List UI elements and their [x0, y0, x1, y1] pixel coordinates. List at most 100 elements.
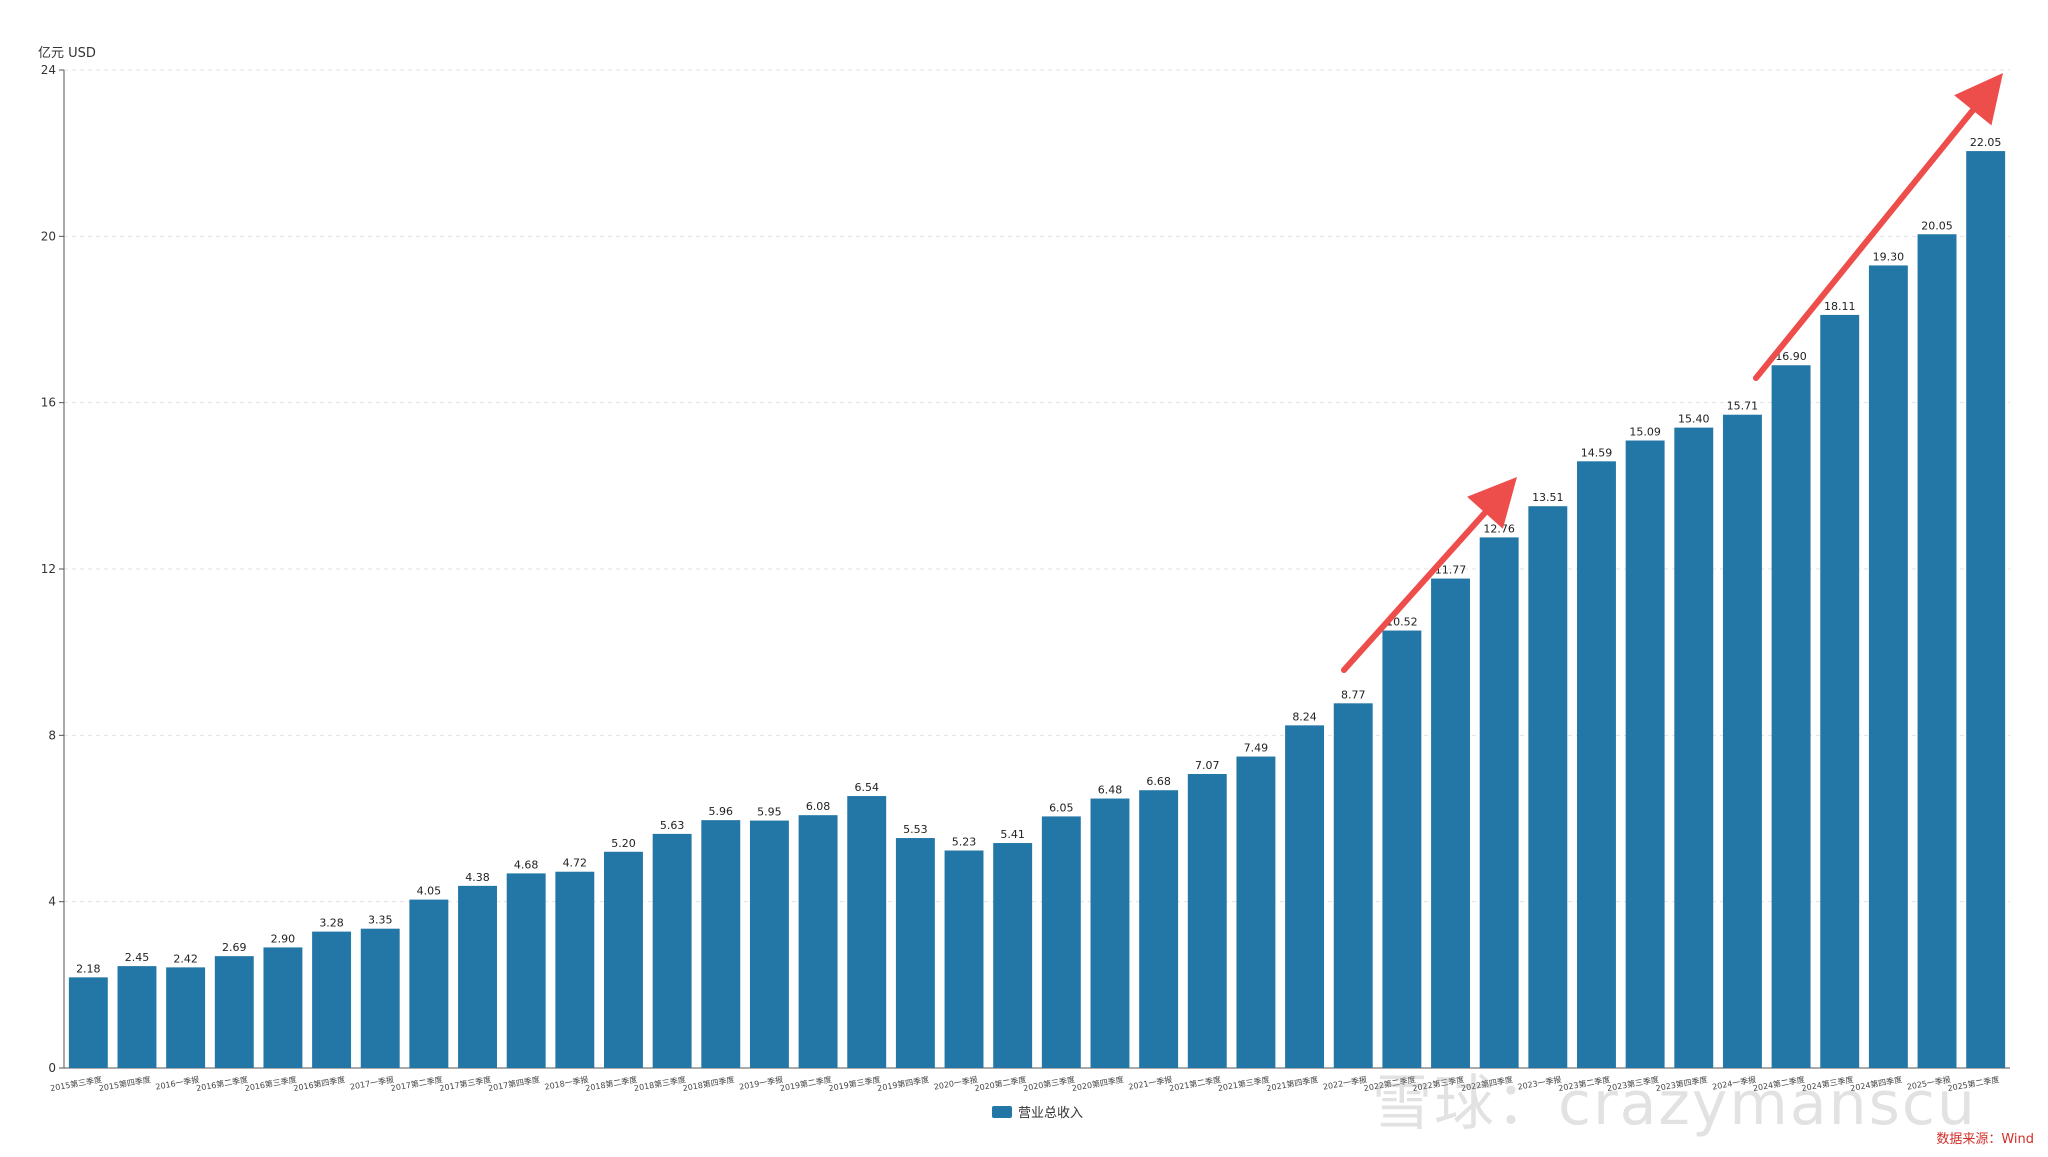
bar[interactable]	[1041, 816, 1081, 1068]
legend-label: 营业总收入	[1018, 1106, 1084, 1121]
trend-arrows	[1341, 73, 2003, 673]
bar-value-label: 5.96	[709, 805, 734, 818]
bar[interactable]	[1236, 756, 1276, 1068]
bar-value-label: 6.54	[854, 781, 879, 794]
bar-value-label: 15.09	[1629, 426, 1661, 439]
bar-value-label: 4.05	[417, 885, 442, 898]
y-axis-unit-label: 亿元 USD	[38, 46, 96, 61]
bar[interactable]	[652, 833, 692, 1068]
x-tick-label: 2017第三季度	[439, 1074, 492, 1093]
legend[interactable]: 营业总收入	[992, 1102, 1083, 1121]
bar[interactable]	[409, 899, 449, 1068]
bar-value-label: 11.77	[1435, 564, 1467, 577]
bar-value-label: 4.38	[465, 871, 490, 884]
x-tick-label: 2019一季报	[738, 1074, 783, 1092]
trend-arrow-head	[1954, 73, 2003, 126]
bar-value-label: 6.08	[806, 800, 831, 813]
bar-value-label: 4.68	[514, 858, 539, 871]
bar[interactable]	[1479, 537, 1519, 1068]
bar-value-label: 7.49	[1244, 742, 1269, 755]
bar-value-label: 6.05	[1049, 801, 1074, 814]
y-tick-label: 4	[48, 895, 56, 909]
bar-value-label: 22.05	[1970, 136, 2002, 149]
bar[interactable]	[847, 796, 887, 1068]
bar[interactable]	[1868, 265, 1908, 1069]
y-tick-label: 12	[41, 562, 56, 576]
bar[interactable]	[1820, 314, 1860, 1068]
watermark-text: 雪球：crazymanscu	[1372, 1069, 1977, 1139]
bar[interactable]	[1625, 440, 1665, 1068]
bar[interactable]	[1674, 427, 1714, 1068]
bar-value-label: 2.90	[271, 932, 296, 945]
bar-value-label: 3.28	[319, 917, 344, 930]
bar[interactable]	[214, 956, 254, 1068]
x-tick-label: 2015第三季度	[49, 1074, 102, 1093]
x-tick-label: 2020第二季度	[974, 1074, 1027, 1093]
bar[interactable]	[701, 820, 741, 1068]
bar[interactable]	[604, 851, 643, 1068]
bar[interactable]	[458, 885, 497, 1068]
bar[interactable]	[798, 815, 838, 1068]
bar[interactable]	[1139, 790, 1179, 1068]
bars	[68, 151, 2006, 1069]
bar-value-label: 20.05	[1921, 219, 1953, 232]
bar[interactable]	[944, 850, 984, 1068]
bar[interactable]	[895, 838, 935, 1068]
bar[interactable]	[1771, 365, 1811, 1068]
bar[interactable]	[166, 967, 206, 1068]
x-tick-label: 2017第四季度	[487, 1074, 540, 1093]
x-tick-label: 2016第三季度	[244, 1074, 297, 1093]
x-tick-label: 2019第二季度	[779, 1074, 832, 1093]
bar-value-label: 16.90	[1775, 350, 1807, 363]
bar-value-label: 8.24	[1292, 710, 1317, 723]
bar[interactable]	[1528, 506, 1568, 1068]
x-tick-label: 2016第四季度	[293, 1074, 346, 1093]
bar-value-label: 19.30	[1873, 250, 1905, 263]
bar-value-label: 2.69	[222, 941, 247, 954]
bar-value-label: 18.11	[1824, 300, 1856, 313]
bar[interactable]	[263, 947, 303, 1068]
bar[interactable]	[1333, 703, 1373, 1068]
bar[interactable]	[1431, 578, 1470, 1068]
bar[interactable]	[555, 871, 595, 1068]
x-tick-label: 2021第四季度	[1266, 1074, 1319, 1093]
bar-value-label: 5.41	[1000, 828, 1025, 841]
bar[interactable]	[1577, 461, 1616, 1068]
bar[interactable]	[506, 873, 546, 1068]
bar[interactable]	[1382, 630, 1422, 1068]
x-tick-label: 2018第二季度	[585, 1074, 638, 1093]
x-tick-label: 2019第三季度	[828, 1074, 881, 1093]
value-labels: 2.18 2.45 2.42 2.69 2.90 3.28 3.35 4.05 4.38 4.68…	[76, 136, 2001, 975]
bar[interactable]	[1090, 798, 1130, 1068]
bar[interactable]	[360, 928, 400, 1068]
x-tick-label: 2018一季报	[544, 1074, 589, 1092]
y-tick-label: 20	[41, 229, 56, 243]
x-tick-label: 2020一季报	[933, 1074, 978, 1092]
bar-value-label: 15.40	[1678, 413, 1710, 426]
bar[interactable]	[993, 843, 1033, 1068]
bar[interactable]	[749, 820, 789, 1068]
bar-value-label: 13.51	[1532, 491, 1564, 504]
x-tick-label: 2016第二季度	[195, 1074, 248, 1093]
bar[interactable]	[1722, 414, 1762, 1068]
bar[interactable]	[312, 931, 352, 1068]
bar-value-label: 10.52	[1386, 616, 1418, 629]
bar[interactable]	[1917, 234, 1957, 1069]
bar-value-label: 5.23	[952, 836, 977, 849]
bar-value-label: 14.59	[1581, 446, 1613, 459]
y-tick-label: 24	[41, 63, 56, 77]
x-tick-label: 2021第三季度	[1217, 1074, 1270, 1093]
bar-value-label: 2.45	[125, 951, 150, 964]
bar-value-label: 2.18	[76, 962, 101, 975]
bar-value-label: 5.53	[903, 823, 928, 836]
x-tick-label: 2018第三季度	[633, 1074, 686, 1093]
bar-value-label: 6.48	[1098, 784, 1123, 797]
bar[interactable]	[117, 966, 157, 1068]
bar[interactable]	[1285, 725, 1325, 1068]
x-tick-label: 2021一季报	[1128, 1074, 1173, 1092]
bar-value-label: 4.72	[563, 857, 588, 870]
x-tick-label: 2020第四季度	[1071, 1074, 1124, 1093]
bar[interactable]	[1966, 151, 2006, 1068]
bar[interactable]	[1187, 774, 1227, 1068]
bar[interactable]	[68, 977, 108, 1068]
